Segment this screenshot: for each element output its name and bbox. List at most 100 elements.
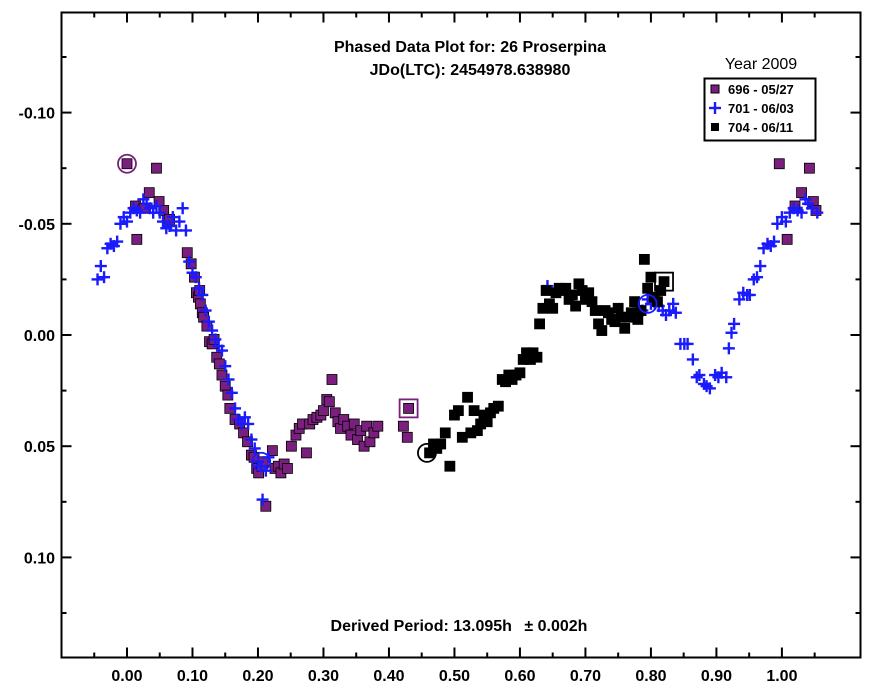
data-point — [372, 420, 384, 432]
axis-tick-labels: 0.00 0.10 0.20 0.30 0.40 0.50 0.60 0.70 0.80 0.90… — [19, 106, 798, 685]
series-0 — [121, 158, 822, 512]
data-point — [751, 271, 764, 284]
data-point — [153, 206, 166, 219]
data-point — [256, 493, 269, 506]
data-point — [754, 260, 767, 273]
data-point — [326, 374, 338, 385]
data-points — [91, 158, 824, 512]
data-point — [771, 217, 784, 230]
derived-period-error: ± 0.002h — [524, 618, 587, 635]
data-point — [219, 360, 232, 373]
chart-subtitle: JDo(LTC): 2454978.638980 — [370, 62, 571, 79]
derived-period-value: Derived Period: 13.095h — [331, 618, 512, 635]
data-point — [811, 206, 824, 219]
data-point — [318, 405, 329, 417]
data-point — [439, 427, 451, 439]
x-tick-label: 0.10 — [177, 668, 208, 685]
data-point — [693, 369, 706, 382]
data-point — [570, 300, 582, 312]
data-point — [202, 315, 215, 328]
data-point — [397, 420, 409, 432]
highlight-ring — [417, 442, 437, 463]
data-point — [245, 433, 258, 446]
highlight-ring — [637, 293, 658, 314]
data-point — [111, 235, 124, 248]
data-point — [703, 382, 716, 395]
data-point — [725, 326, 738, 339]
data-point — [669, 306, 682, 319]
x-tick-label: 0.90 — [701, 668, 732, 685]
data-point — [131, 233, 143, 245]
data-point — [216, 369, 228, 381]
legend-marker-701 — [709, 102, 721, 114]
data-point — [189, 271, 202, 284]
data-point — [193, 282, 206, 295]
highlighted-points — [117, 153, 674, 472]
data-point — [492, 400, 504, 412]
data-point — [229, 402, 242, 415]
data-point — [566, 289, 578, 301]
y-tick-label: 0.10 — [24, 550, 55, 567]
data-point — [150, 200, 163, 212]
data-point — [94, 260, 107, 273]
data-point — [444, 460, 456, 472]
legend-title: Year 2009 — [725, 56, 797, 73]
data-point — [266, 445, 278, 457]
data-point — [645, 271, 657, 283]
derived-period-text: Derived Period: 13.095h ± 0.002h — [331, 618, 588, 635]
data-point — [120, 215, 133, 228]
data-point — [514, 367, 526, 379]
data-point — [196, 288, 209, 301]
data-point — [163, 220, 176, 233]
highlight-ring — [251, 451, 272, 472]
data-point — [619, 322, 631, 334]
data-point — [722, 342, 735, 355]
data-point — [589, 305, 601, 316]
data-point — [260, 500, 272, 512]
data-point — [206, 324, 219, 337]
data-point — [779, 215, 792, 228]
data-point — [121, 158, 133, 170]
y-tick-label: -0.05 — [19, 217, 56, 234]
data-point — [743, 288, 756, 301]
data-point — [285, 440, 297, 452]
data-point — [540, 285, 552, 296]
x-tick-label: 0.50 — [439, 668, 470, 685]
data-point — [348, 418, 360, 430]
data-point — [179, 224, 192, 237]
data-point — [728, 317, 741, 330]
data-point — [795, 206, 808, 219]
data-point — [222, 373, 235, 386]
data-point — [91, 273, 104, 286]
chart-title: Phased Data Plot for: 26 Proserpina — [334, 39, 606, 56]
data-point — [804, 162, 815, 174]
data-point — [534, 318, 545, 330]
y-tick-label: 0.00 — [24, 328, 55, 345]
x-tick-label: 1.00 — [766, 668, 797, 685]
data-point — [151, 162, 162, 174]
data-point — [773, 158, 785, 170]
y-tick-label: 0.05 — [24, 439, 55, 456]
data-point — [681, 337, 694, 350]
data-point — [690, 371, 703, 384]
data-point — [225, 386, 238, 399]
data-point — [181, 247, 193, 259]
axis-ticks — [61, 12, 861, 658]
series-1 — [91, 193, 824, 506]
data-point — [282, 463, 293, 474]
data-point — [638, 253, 650, 265]
data-point — [781, 233, 793, 245]
legend-label-696: 696 - 05/27 — [728, 82, 794, 97]
data-point — [183, 255, 196, 268]
data-point — [185, 258, 197, 270]
data-point — [796, 187, 807, 199]
data-point — [215, 344, 228, 357]
highlight-ring — [117, 153, 137, 174]
data-point — [658, 276, 670, 288]
x-tick-label: 0.80 — [635, 668, 666, 685]
data-point — [663, 304, 676, 317]
data-point — [134, 206, 147, 219]
data-point — [720, 371, 733, 384]
x-tick-label: 0.00 — [111, 668, 142, 685]
data-point — [361, 420, 373, 432]
